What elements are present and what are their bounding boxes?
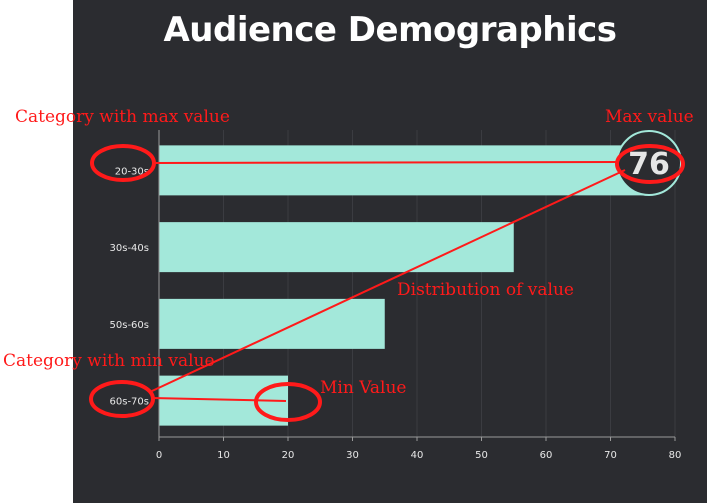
category-label: 50s-60s: [110, 320, 149, 331]
x-tick-labels: 0 10 20 30 40 50 60 70 80: [156, 437, 682, 461]
chart-title: Audience Demographics: [163, 10, 617, 50]
annotation-category-max: Category with max value: [15, 107, 230, 127]
max-value-ellipse: [615, 144, 685, 184]
x-tick-label: 30: [346, 450, 359, 461]
category-label: 60s-70s: [110, 397, 149, 408]
annotation-min-value: Min Value: [320, 378, 407, 398]
x-tick-label: 0: [156, 450, 162, 461]
x-tick-label: 10: [217, 450, 230, 461]
x-tick-label: 50: [475, 450, 488, 461]
x-tick-label: 20: [282, 450, 295, 461]
annotations: Category with max value Max value Distri…: [3, 107, 694, 422]
bar-20-30s: [159, 145, 650, 196]
x-tick-label: 60: [540, 450, 553, 461]
max-connector-line: [152, 161, 618, 164]
annotation-category-min: Category with min value: [3, 351, 215, 371]
min-value-ellipse: [254, 382, 322, 422]
min-connector-line: [151, 397, 287, 402]
bar-50s-60s: [159, 298, 385, 349]
annotation-distribution: Distribution of value: [397, 280, 574, 300]
annotation-max-value: Max value: [605, 107, 694, 127]
category-label: 30s-40s: [110, 243, 149, 254]
x-tick-label: 70: [604, 450, 617, 461]
x-tick-label: 40: [411, 450, 424, 461]
bars: [159, 145, 650, 426]
bar-30s-40s: [159, 222, 514, 273]
max-value-label: 76: [628, 147, 670, 182]
x-tick-label: 80: [669, 450, 682, 461]
category-label: 20-30s: [115, 166, 149, 177]
category-labels: 20-30s 30s-40s 50s-60s 60s-70s: [110, 166, 149, 407]
distribution-line: [151, 169, 626, 392]
